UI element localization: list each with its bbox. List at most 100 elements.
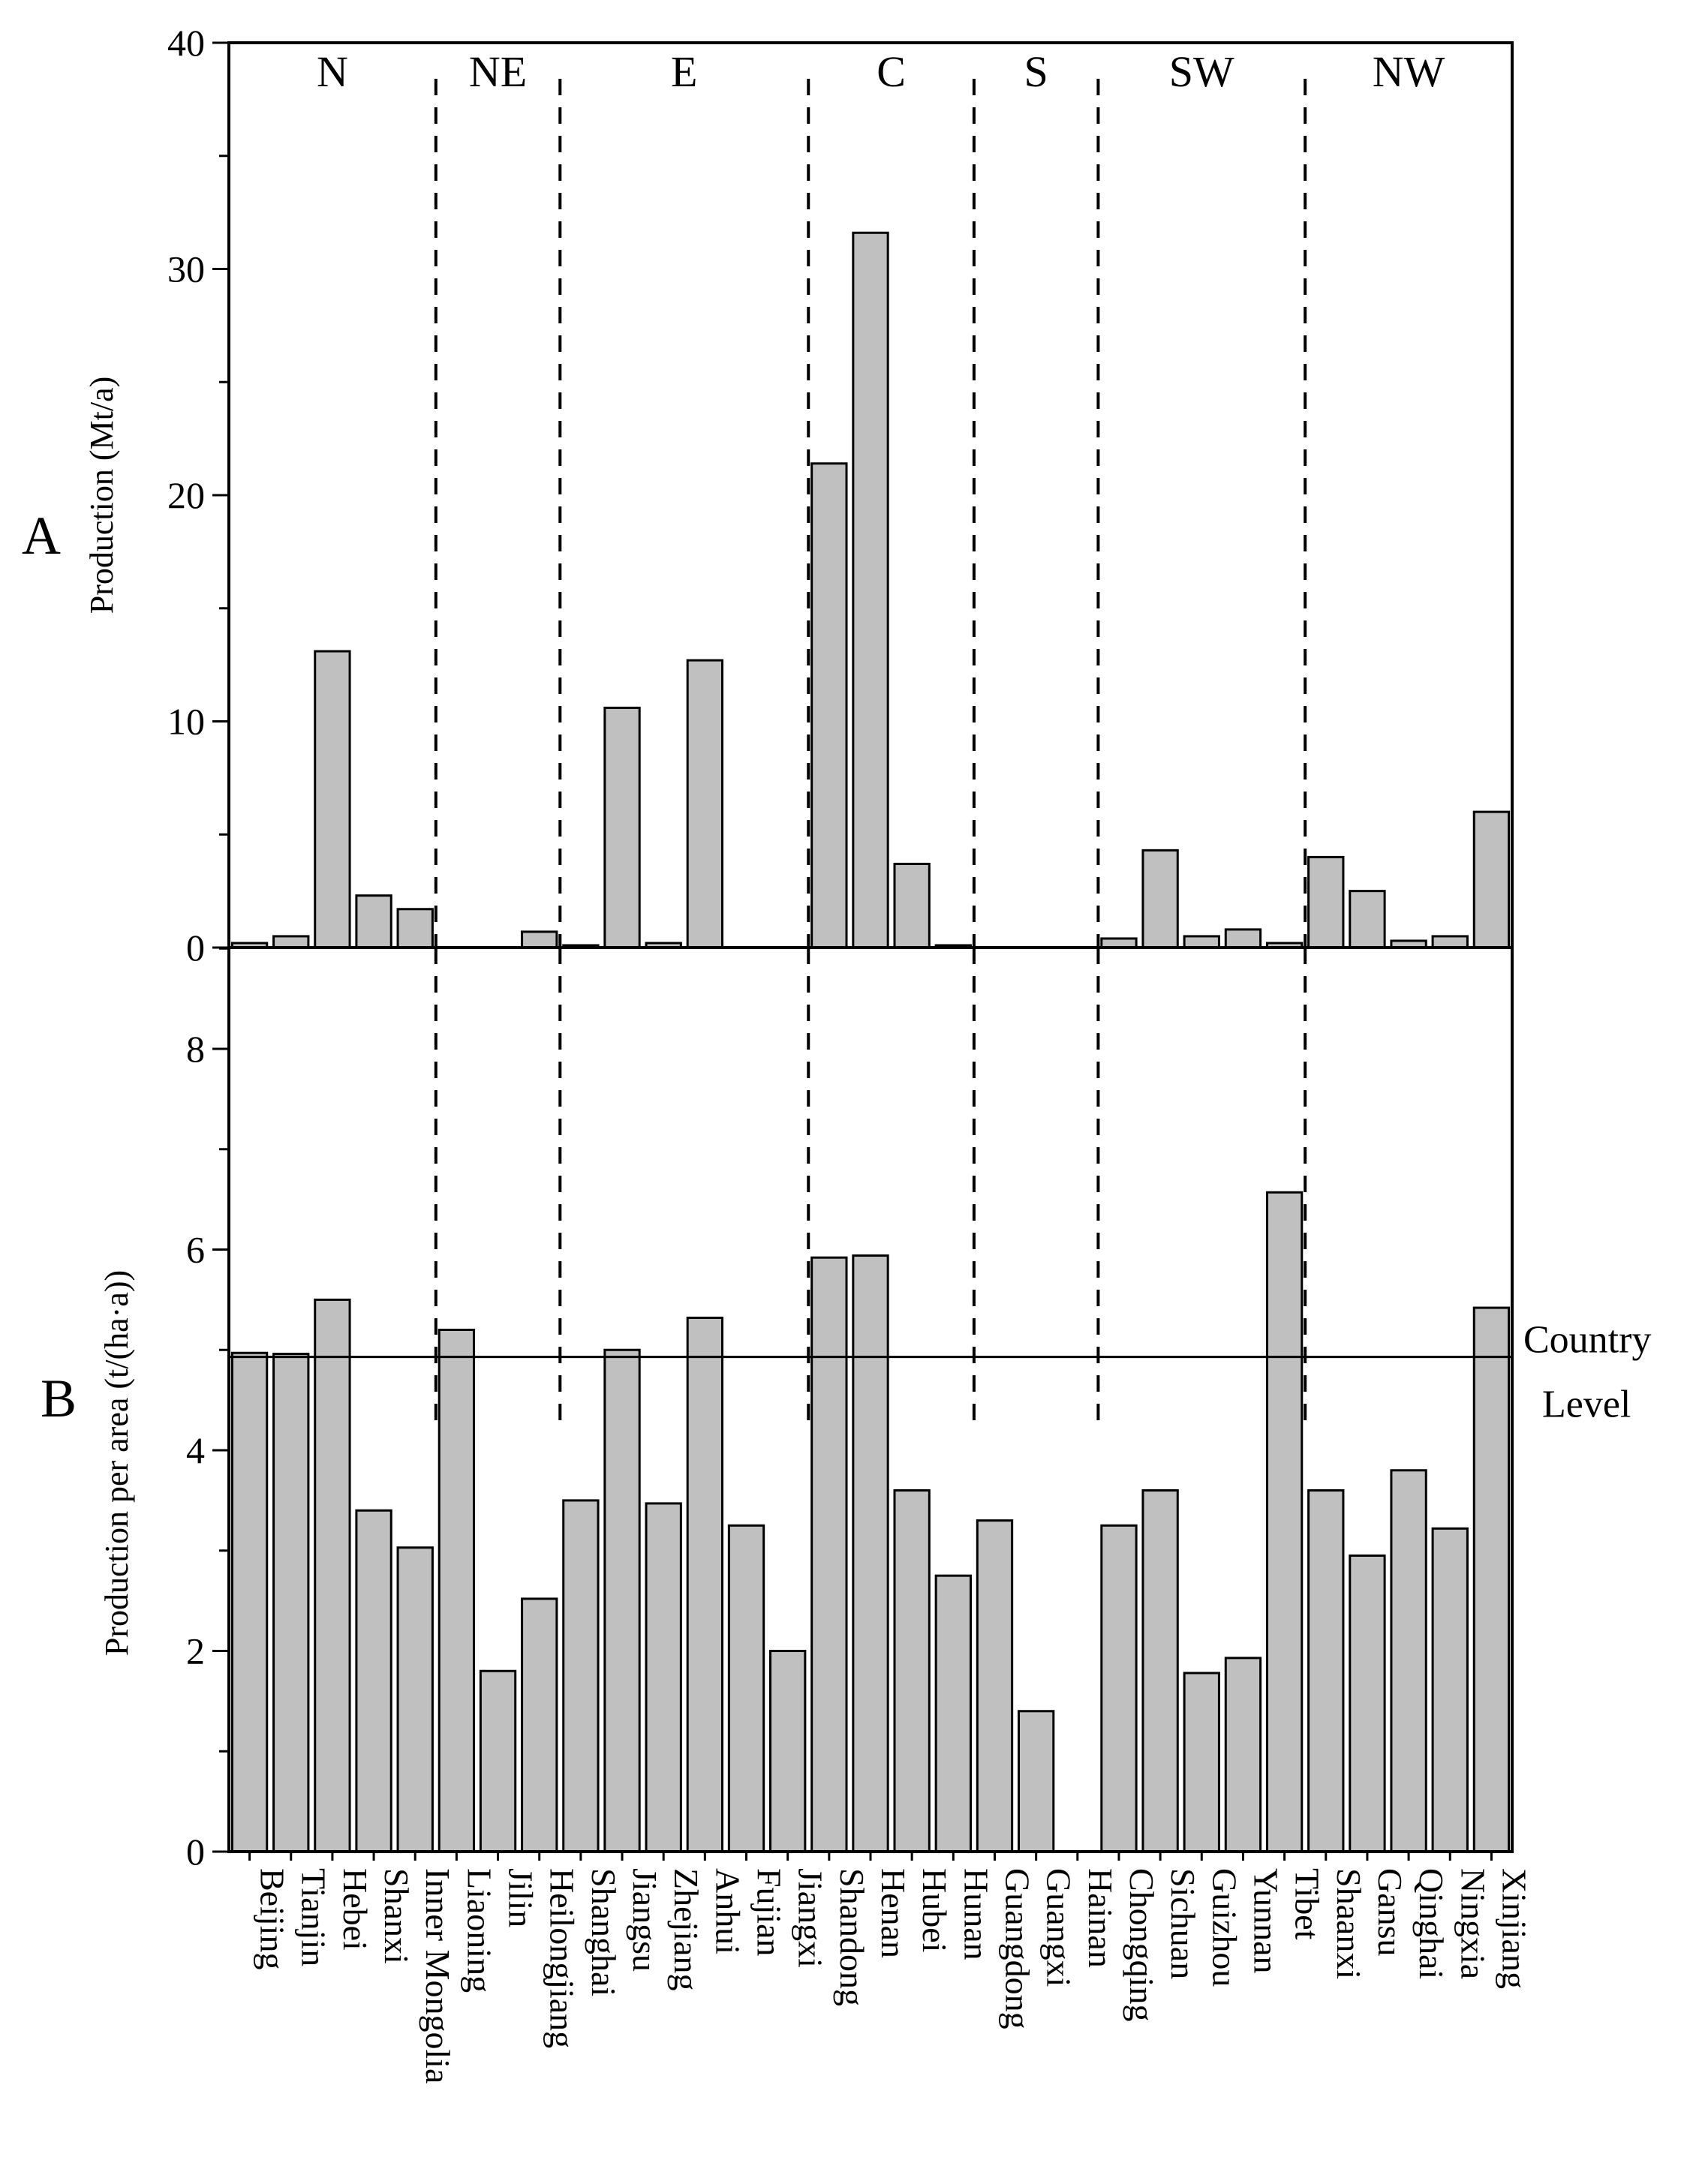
category-label-13: Jiangxi bbox=[792, 1868, 830, 1968]
bar-a-3 bbox=[355, 894, 392, 949]
bar-b-18 bbox=[976, 1519, 1014, 1853]
y-axis-title-a: Production (Mt/a) bbox=[83, 377, 120, 614]
category-label-19: Guangxi bbox=[1040, 1868, 1078, 1987]
bar-b-21 bbox=[1100, 1524, 1138, 1853]
bar-a-29 bbox=[1431, 935, 1469, 949]
panel-label-a: A bbox=[22, 506, 61, 566]
ytick-label-a-2: 20 bbox=[167, 474, 205, 516]
bar-b-16 bbox=[893, 1489, 931, 1853]
ytick-label-a-4: 40 bbox=[167, 22, 205, 64]
bar-a-4 bbox=[396, 908, 434, 949]
category-label-20: Hainan bbox=[1081, 1868, 1120, 1968]
category-label-29: Ningxia bbox=[1454, 1868, 1492, 1979]
bar-a-9 bbox=[603, 706, 641, 949]
bar-a-2 bbox=[314, 650, 351, 949]
category-label-16: Hubei bbox=[916, 1868, 954, 1952]
ytick-label-b-2: 4 bbox=[186, 1429, 205, 1471]
y-axis-title-b: Production per area (t/(ha·a)) bbox=[98, 1270, 135, 1656]
bar-b-29 bbox=[1431, 1527, 1469, 1853]
category-label-15: Henan bbox=[874, 1868, 913, 1958]
category-label-3: Shanxi bbox=[377, 1868, 416, 1964]
ytick-label-a-1: 10 bbox=[167, 701, 205, 743]
bar-b-0 bbox=[230, 1351, 269, 1853]
bar-b-5 bbox=[438, 1329, 476, 1853]
bar-b-4 bbox=[396, 1546, 434, 1853]
bar-b-30 bbox=[1472, 1306, 1511, 1853]
category-label-12: Fujian bbox=[750, 1868, 789, 1957]
bar-b-22 bbox=[1141, 1489, 1179, 1853]
bar-a-27 bbox=[1349, 890, 1386, 949]
bar-b-1 bbox=[272, 1353, 310, 1853]
region-label-c: C bbox=[877, 47, 906, 96]
bar-b-10 bbox=[645, 1502, 682, 1853]
bar-b-8 bbox=[562, 1499, 600, 1853]
category-label-23: Guizhou bbox=[1205, 1868, 1243, 1987]
ytick-label-a-3: 30 bbox=[167, 248, 205, 290]
category-label-0: Beijing bbox=[254, 1868, 292, 1969]
bar-a-26 bbox=[1307, 855, 1345, 949]
bar-a-11 bbox=[686, 659, 724, 949]
bar-a-16 bbox=[893, 862, 931, 949]
bar-b-28 bbox=[1390, 1469, 1427, 1853]
ytick-label-b-3: 6 bbox=[186, 1229, 205, 1271]
bar-a-14 bbox=[810, 462, 848, 949]
ytick-label-a-0: 0 bbox=[186, 927, 205, 969]
bar-a-22 bbox=[1141, 849, 1179, 949]
category-label-22: Sichuan bbox=[1164, 1868, 1202, 1979]
bar-b-7 bbox=[521, 1597, 558, 1853]
bar-a-7 bbox=[521, 930, 558, 949]
country-level-label-2: Level bbox=[1542, 1383, 1631, 1426]
bar-b-2 bbox=[314, 1298, 351, 1853]
category-label-28: Qinghai bbox=[1412, 1868, 1451, 1979]
category-label-14: Shandong bbox=[833, 1868, 871, 2006]
region-label-nw: NW bbox=[1373, 47, 1445, 96]
category-label-10: Zhejiang bbox=[667, 1868, 705, 1991]
bar-b-27 bbox=[1349, 1554, 1386, 1853]
category-label-11: Anhui bbox=[708, 1868, 747, 1954]
bar-b-15 bbox=[852, 1254, 889, 1853]
category-label-24: Yunnan bbox=[1246, 1868, 1285, 1974]
bar-b-19 bbox=[1017, 1710, 1055, 1853]
bar-a-30 bbox=[1472, 810, 1511, 949]
category-label-9: Jiangsu bbox=[626, 1868, 664, 1972]
bar-a-1 bbox=[272, 935, 310, 949]
category-label-1: Tianjin bbox=[295, 1868, 333, 1966]
category-label-17: Hunan bbox=[957, 1868, 995, 1960]
bar-b-25 bbox=[1265, 1191, 1304, 1853]
region-label-n: N bbox=[317, 47, 348, 96]
category-label-27: Gansu bbox=[1371, 1868, 1409, 1957]
category-label-5: Liaoning bbox=[460, 1868, 498, 1993]
bar-b-13 bbox=[769, 1650, 807, 1853]
region-label-e: E bbox=[671, 47, 697, 96]
bar-b-17 bbox=[934, 1574, 972, 1853]
category-label-4: Inner Mongolia bbox=[419, 1868, 457, 2083]
bar-b-14 bbox=[810, 1256, 848, 1853]
bar-b-23 bbox=[1183, 1672, 1220, 1853]
bar-a-15 bbox=[852, 231, 889, 949]
category-label-6: Jilin bbox=[502, 1868, 540, 1927]
category-label-18: Guangdong bbox=[998, 1868, 1036, 2029]
category-label-7: Heilongjiang bbox=[543, 1868, 582, 2048]
bar-a-23 bbox=[1183, 935, 1220, 949]
category-label-30: Xinjiang bbox=[1495, 1868, 1533, 1989]
category-label-25: Tibet bbox=[1289, 1868, 1327, 1940]
country-level-label-1: Country bbox=[1523, 1319, 1651, 1362]
chart-root: Country Level 0 10 20 30 40 0 2 4 6 8 Production (Mt… bbox=[22, 22, 1651, 2083]
region-label-sw: SW bbox=[1169, 47, 1234, 96]
ytick-label-b-1: 2 bbox=[186, 1630, 205, 1672]
ytick-label-b-4: 8 bbox=[186, 1028, 205, 1070]
region-label-s: S bbox=[1024, 47, 1048, 96]
category-label-26: Shaanxi bbox=[1330, 1868, 1368, 1979]
category-label-8: Shanghai bbox=[585, 1868, 623, 1996]
category-label-21: Chongqing bbox=[1123, 1868, 1161, 2021]
bar-b-12 bbox=[727, 1524, 765, 1853]
bar-b-11 bbox=[686, 1316, 724, 1853]
panel-label-b: B bbox=[41, 1368, 77, 1428]
bar-b-3 bbox=[355, 1509, 392, 1853]
bar-b-26 bbox=[1307, 1489, 1345, 1853]
ytick-label-b-0: 0 bbox=[186, 1831, 205, 1873]
category-label-2: Hebei bbox=[336, 1868, 374, 1951]
bar-b-24 bbox=[1224, 1657, 1262, 1853]
bar-b-6 bbox=[479, 1669, 517, 1853]
